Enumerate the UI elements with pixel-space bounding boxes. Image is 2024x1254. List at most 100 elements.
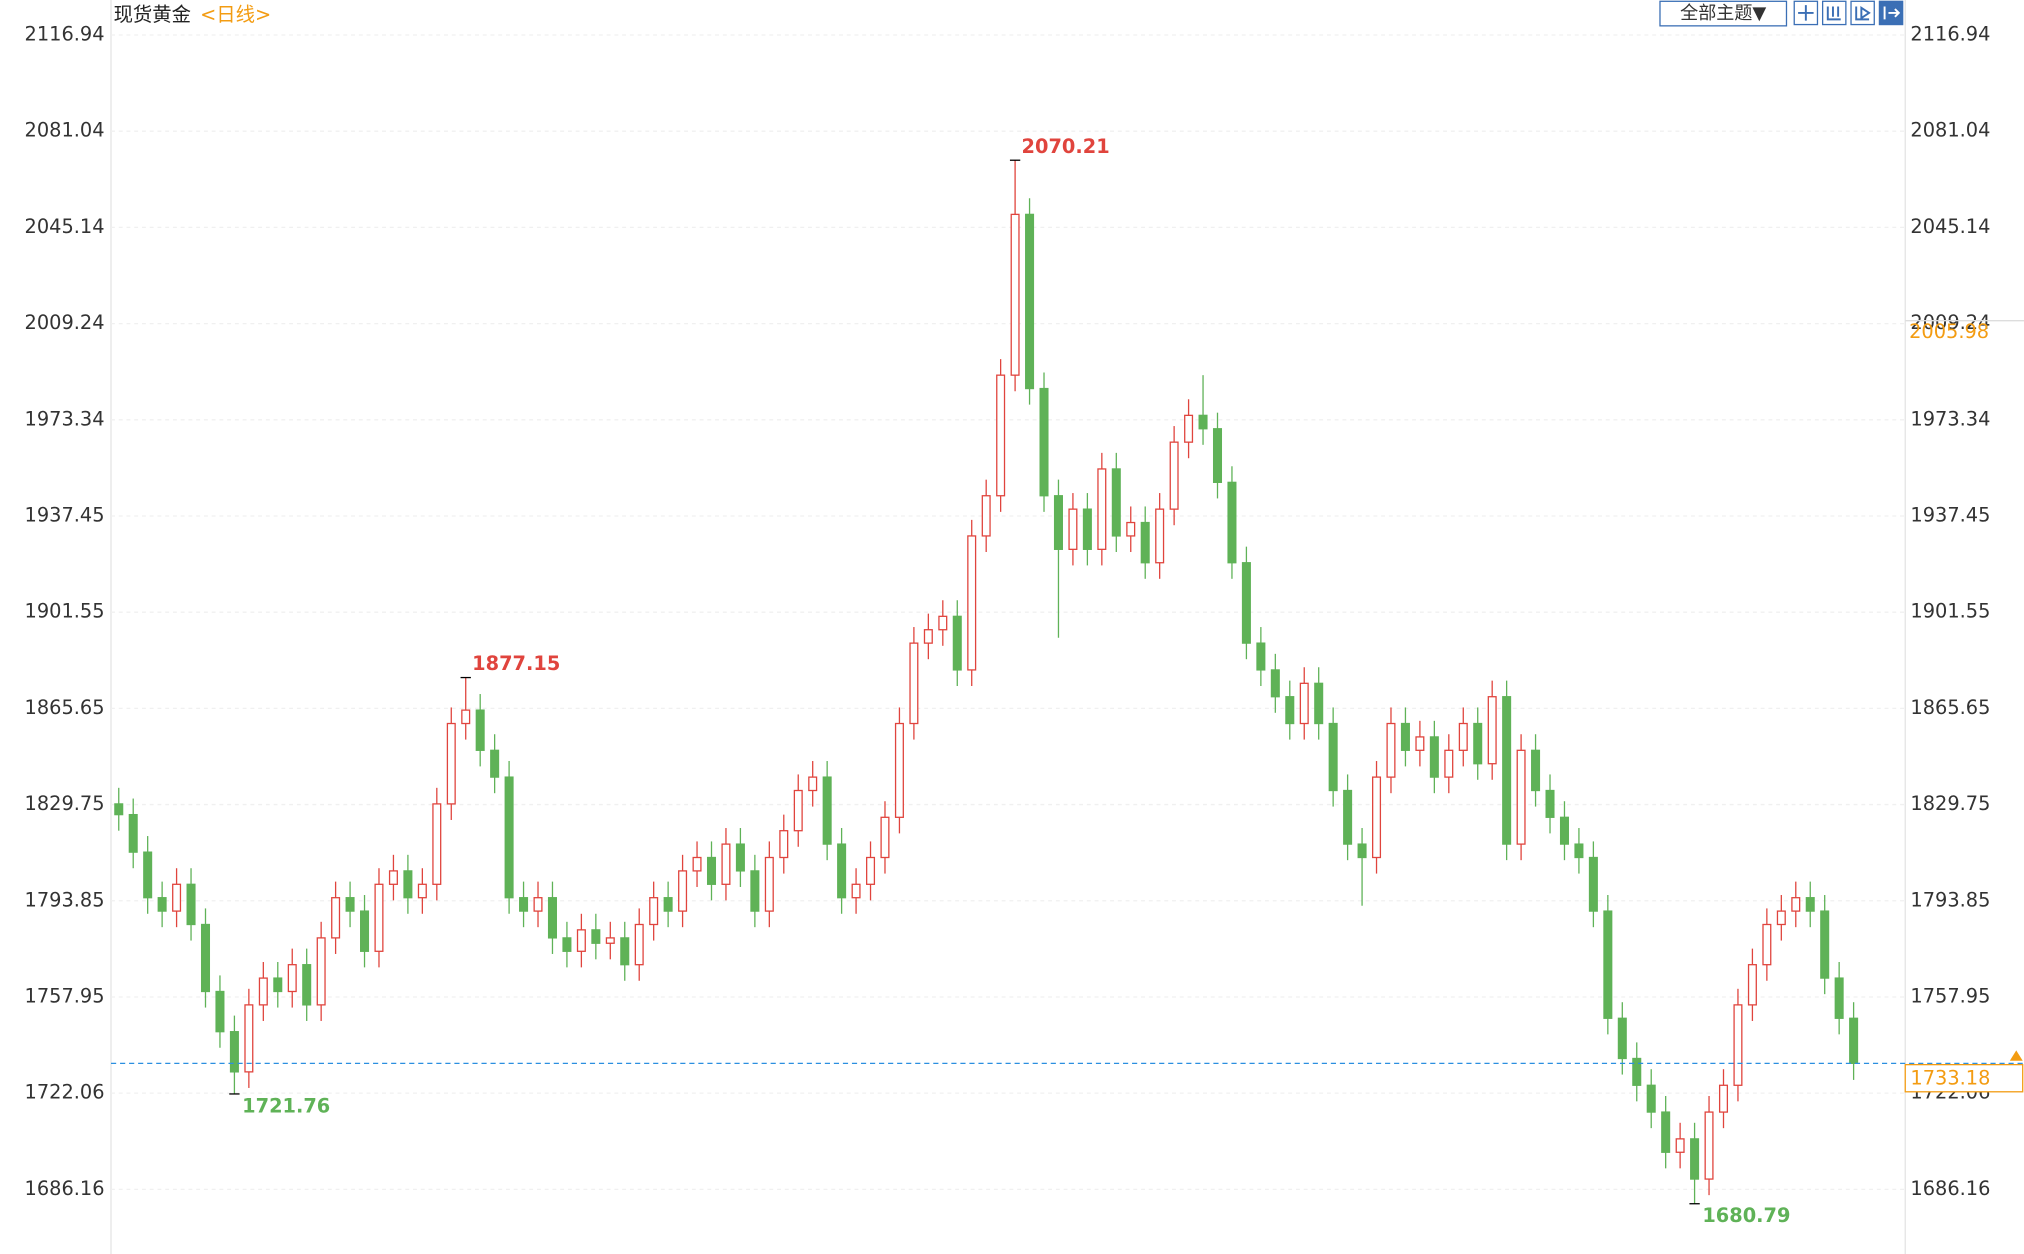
y-tick-label: 2045.14 <box>25 215 105 238</box>
candle-body <box>1270 669 1280 698</box>
last-price-arrow <box>2009 1050 2023 1061</box>
tool-button[interactable] <box>1821 0 1847 26</box>
candle-body <box>1531 749 1541 792</box>
candle-body <box>461 709 471 725</box>
candle-body <box>1372 776 1382 859</box>
candle-body <box>345 897 355 912</box>
candle-body <box>1140 521 1150 564</box>
candle-body <box>1502 696 1512 845</box>
candle-body <box>1559 816 1569 845</box>
candle-body <box>1212 428 1223 483</box>
candle-body <box>952 615 962 671</box>
y-tick-label: 1865.65 <box>25 696 105 719</box>
candle-body <box>200 923 211 993</box>
candle-body <box>1299 682 1309 725</box>
candle-body <box>1256 642 1266 671</box>
candle-body <box>1357 843 1367 859</box>
candle-body <box>634 923 644 966</box>
candle-body <box>504 776 514 899</box>
chart-title: 现货黄金 <box>114 3 191 26</box>
reference-price-label: 2005.98 <box>1909 320 1989 343</box>
y2-tick-label: 2081.04 <box>1910 119 1990 142</box>
candle-body <box>1343 789 1353 845</box>
candle-body <box>258 977 268 1006</box>
candle-body <box>764 856 774 912</box>
candle-body <box>851 883 861 899</box>
y2-tick-label: 1865.65 <box>1910 696 1990 719</box>
candle-body <box>1053 495 1063 550</box>
candle-body <box>302 964 312 1006</box>
candle-body <box>1184 414 1194 443</box>
tool-icon <box>1883 6 1901 20</box>
candle-body <box>692 856 702 872</box>
candle-body <box>1588 856 1598 912</box>
candle-body <box>981 495 991 537</box>
candle-body <box>1834 977 1844 1019</box>
y2-tick-label: 1686.16 <box>1910 1177 1990 1200</box>
candle-body <box>1473 722 1483 765</box>
candle-body <box>172 883 182 912</box>
toolbar: 全部主题▼ <box>1659 0 1904 27</box>
y2-tick-label: 2045.14 <box>1910 215 1990 238</box>
candle-body <box>1762 923 1772 966</box>
candle-body <box>1718 1084 1729 1113</box>
y-tick-label: 1686.16 <box>25 1177 105 1200</box>
y2-tick-label: 1973.34 <box>1910 407 1990 430</box>
candle-body <box>1285 696 1295 725</box>
candle-body <box>1010 213 1020 376</box>
candle-body <box>1169 441 1179 510</box>
candle-body <box>837 843 847 899</box>
candle-body <box>432 803 442 885</box>
candle-body <box>1444 749 1454 778</box>
candle-body <box>1690 1138 1700 1180</box>
candle-body <box>1805 897 1815 912</box>
candle-body <box>1516 749 1526 845</box>
candle-body <box>605 937 615 944</box>
y-tick-label: 2081.04 <box>25 119 105 142</box>
candle-body <box>880 816 890 859</box>
candle-body <box>157 897 167 912</box>
candle-body <box>1545 789 1555 818</box>
theme-button[interactable] <box>1659 0 1788 27</box>
candle-body <box>490 749 500 778</box>
candle-body <box>822 776 832 845</box>
candle-body <box>229 1031 239 1073</box>
y-tick-label: 1973.34 <box>25 407 105 430</box>
candle-body <box>1632 1057 1642 1086</box>
candle-body <box>735 843 745 872</box>
y-tick-label: 1937.45 <box>25 503 105 526</box>
theme-button-label[interactable]: 全部主题▼ <box>1680 3 1766 24</box>
candle-body <box>1820 910 1830 979</box>
candle-body <box>114 803 124 816</box>
candle-body <box>923 629 933 644</box>
candle-body <box>1386 722 1396 778</box>
period-label: <日线> <box>200 3 271 26</box>
candle-body <box>273 977 283 993</box>
candle-body <box>475 709 485 751</box>
y-tick-label: 1829.75 <box>25 792 105 815</box>
last-price-label: 1733.18 <box>1910 1066 1990 1089</box>
candle-body <box>706 856 717 885</box>
candle-body <box>1574 843 1584 859</box>
candle-body <box>547 897 557 939</box>
candle-body <box>388 870 398 885</box>
y-tick-label: 1722.06 <box>25 1081 105 1104</box>
candle-body <box>446 722 456 805</box>
candle-body <box>1241 562 1251 644</box>
candle-body <box>793 789 803 832</box>
candle-body <box>649 897 659 926</box>
candle-body <box>1126 521 1136 537</box>
candle-body <box>215 990 225 1033</box>
candle-body <box>519 897 529 912</box>
candle-body <box>244 1004 254 1073</box>
low-annotation: 1680.79 <box>1702 1204 1790 1227</box>
candle-body <box>866 856 876 885</box>
y2-tick-label: 1793.85 <box>1910 888 1990 911</box>
y-tick-label: 2009.24 <box>25 311 105 334</box>
candle-body <box>663 897 673 912</box>
candle-body <box>403 870 413 899</box>
candle-body <box>1227 481 1237 564</box>
candle-body <box>1111 468 1121 537</box>
candle-body <box>750 870 760 912</box>
